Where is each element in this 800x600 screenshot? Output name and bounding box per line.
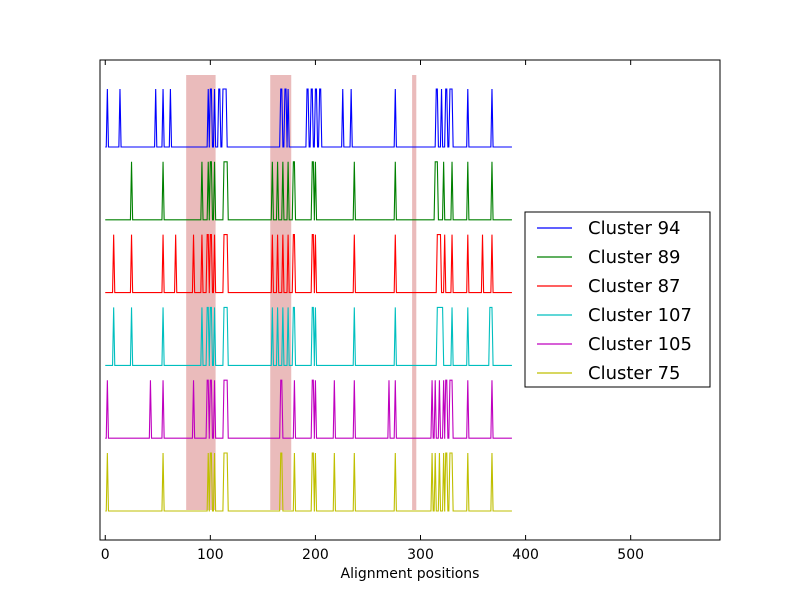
series-layer: [105, 88, 512, 512]
legend-box: [524, 211, 711, 388]
series-line-cluster-107: [105, 306, 512, 366]
plot-frame: [99, 59, 721, 541]
legend-label-cluster-94: Cluster 94: [588, 218, 681, 239]
legend: Cluster 94 Cluster 89 Cluster 87 Cluster 10…: [524, 211, 711, 388]
series-line-cluster-89: [105, 161, 512, 221]
legend-label-cluster-87: Cluster 87: [588, 276, 681, 297]
legend-label-cluster-89: Cluster 89: [588, 247, 681, 268]
legend-label-cluster-105: Cluster 105: [588, 334, 692, 355]
series-line-cluster-75: [105, 452, 512, 512]
series-line-cluster-87: [105, 234, 512, 294]
legend-label-cluster-75: Cluster 75: [588, 363, 681, 384]
x-axis-label: Alignment positions: [341, 566, 480, 582]
legend-label-cluster-107: Cluster 107: [588, 305, 692, 326]
series-line-cluster-105: [105, 379, 512, 439]
series-line-cluster-94: [105, 88, 512, 148]
x-tick-label-0: 0: [101, 547, 110, 563]
x-tick-label-300: 300: [407, 547, 434, 563]
x-tick-label-200: 200: [302, 547, 329, 563]
x-axis: 0 100 200 300 400 500: [101, 60, 644, 563]
x-tick-label-400: 400: [512, 547, 539, 563]
x-tick-label-100: 100: [197, 547, 224, 563]
x-tick-label-500: 500: [617, 547, 644, 563]
